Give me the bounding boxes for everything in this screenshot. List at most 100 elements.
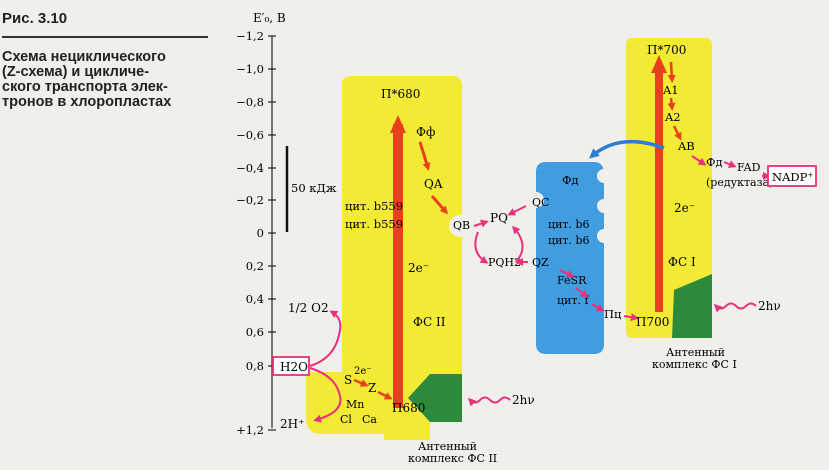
light-ps2-label: 2hν <box>512 393 535 407</box>
notch <box>597 169 611 183</box>
two-electrons-label: 2e⁻ <box>354 366 372 377</box>
mn-label: Mn <box>346 398 364 411</box>
ps1-antenna-label: комплекс ФС I <box>652 358 737 371</box>
axis-tick-label: 0,6 <box>246 325 264 339</box>
ps1-name: ФС I <box>668 255 696 269</box>
electron-step-arrow <box>723 160 737 168</box>
electron-step-arrow <box>667 61 676 83</box>
axis-tick-label: 0 <box>257 226 264 240</box>
scale-bar-label: 50 кДж <box>291 181 337 195</box>
ps1-electrons-label: 2e⁻ <box>674 201 695 215</box>
ferredoxin-label: Фд <box>706 155 723 169</box>
energy-axis: E′₀, В −1,2 −1,0 −0,8 −0,6 −0,4 −0,2 0 0,2 0,4 0,… <box>236 11 286 437</box>
cyt-b6-label: цит. b6 <box>548 234 590 247</box>
ps1-antenna-label: Антенный <box>666 346 725 359</box>
electron-step-arrow <box>667 97 676 111</box>
o2-label: 1/2 O2 <box>288 301 329 315</box>
ps1-antenna <box>672 274 712 338</box>
cyt-b559-label: цит. b559 <box>345 217 403 231</box>
axis-tick-label: +1,2 <box>236 423 264 437</box>
qb-label: QB <box>453 219 470 232</box>
axis-tick-label: −0,4 <box>236 161 264 175</box>
electron-step-arrow <box>377 390 393 400</box>
nadp-label: NADP⁺ <box>772 170 813 184</box>
axis-tick-label: 0,8 <box>246 359 264 373</box>
figure-number: Рис. 3.10 <box>2 10 68 27</box>
qb-site <box>449 215 471 237</box>
notch <box>528 192 544 208</box>
electron-step-arrow <box>591 303 605 312</box>
axis-tick-label: 0,4 <box>246 292 264 306</box>
plastocyanin-label: Пц <box>604 307 622 321</box>
axis-tick-label: 0,2 <box>246 259 264 273</box>
proton-release-arrow <box>309 367 342 423</box>
electron-step-arrow <box>430 195 448 215</box>
s-label: S <box>344 373 352 387</box>
figure-caption: Схема нециклического (Z-схема) и цикличе… <box>2 50 212 110</box>
notch <box>597 229 611 243</box>
a2-label: A2 <box>664 110 681 124</box>
electron-step-arrow <box>559 269 575 278</box>
p700-star-label: П*700 <box>647 43 686 57</box>
z-label: Z <box>368 381 376 395</box>
o2-release-arrow <box>309 310 342 367</box>
ps2-name: ФС II <box>413 315 446 329</box>
ps2-antenna <box>408 374 462 422</box>
ca-label: Ca <box>362 413 377 426</box>
qa-label: QA <box>424 177 443 191</box>
axis-tick-label: −0,2 <box>236 193 264 207</box>
fes-label: FeSR <box>557 274 587 287</box>
pheophytin-label: Фф <box>416 125 435 139</box>
water-oxidizing-complex <box>306 372 384 434</box>
cl-label: Cl <box>340 413 352 426</box>
h-plus-label: 2H⁺ <box>280 417 304 431</box>
electron-step-arrow <box>575 287 589 298</box>
cyt-b6f-complex <box>536 162 604 354</box>
ps2-antenna-label: комплекс ФС II <box>408 452 497 465</box>
electron-step-arrow <box>353 378 369 387</box>
axis-label: E′₀, В <box>253 11 286 25</box>
electron-step-arrow <box>672 125 682 141</box>
light-ps2-arrow <box>467 396 511 407</box>
ps2-antenna-label: Антенный <box>418 440 477 453</box>
light-ps1-label: 2hν <box>758 299 781 313</box>
a1-label: A1 <box>662 83 679 97</box>
pqh2-label: PQH2 <box>488 256 521 269</box>
electron-step-arrow <box>623 313 639 322</box>
axis-tick-label: −1,2 <box>236 29 264 43</box>
cyclic-flow-arrow <box>588 139 665 159</box>
ps1-complex <box>626 38 712 338</box>
axis-tick-label: −0,6 <box>236 128 264 142</box>
axis-tick-label: −1,0 <box>236 62 264 76</box>
reductase-label: (редуктаза) <box>706 176 773 189</box>
caption-rule <box>2 36 208 38</box>
nadp-box <box>767 165 817 187</box>
qz-label: QZ <box>532 256 549 269</box>
electron-step-arrow <box>418 141 431 171</box>
caption-line: (Z-схема) и цикличе- <box>2 64 150 80</box>
notch <box>597 199 611 213</box>
electron-step-arrow <box>691 155 707 166</box>
caption-line: тронов в хлоропластах <box>2 94 172 110</box>
ps2-electrons-label: 2e⁻ <box>408 261 429 275</box>
caption-line: Схема нециклического <box>2 49 166 65</box>
cyt-b6-label: цит. b6 <box>548 218 590 231</box>
p680-label: П680 <box>392 401 425 415</box>
axis-tick-label: −0,8 <box>236 95 264 109</box>
h2o-box <box>272 356 310 376</box>
fad-label: FAD <box>737 161 761 174</box>
p680-star-label: П*680 <box>381 87 420 101</box>
qc-arrow <box>507 205 527 216</box>
cyt-b559-label: цит. b559 <box>345 199 403 213</box>
light-ps1-arrow <box>713 302 757 313</box>
ab-label: AB <box>677 139 695 153</box>
pq-label: PQ <box>490 211 508 225</box>
scale-bar: 50 кДж <box>285 146 337 232</box>
pq-reduction-arrow <box>474 231 489 264</box>
electron-step-arrow <box>473 219 489 228</box>
qc-label: QC <box>532 196 549 209</box>
caption-line: ского транспорта элек- <box>2 79 168 95</box>
h2o-label: H2O <box>280 360 308 374</box>
cytbf-fd-label: Фд <box>562 173 579 187</box>
